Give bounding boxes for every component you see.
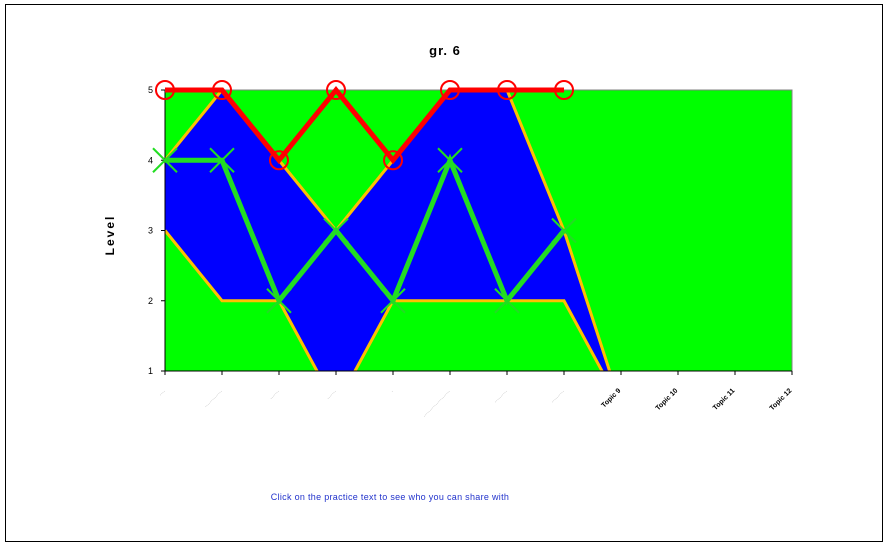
x-tick-label: ....... bbox=[268, 388, 281, 401]
y-tick-label: 5 bbox=[148, 85, 153, 95]
data-point bbox=[437, 147, 463, 173]
chart-title: gr. 6 bbox=[429, 43, 461, 58]
data-point bbox=[323, 217, 349, 244]
y-tick-label: 2 bbox=[148, 296, 153, 306]
data-point bbox=[383, 150, 403, 171]
series-2 bbox=[152, 147, 577, 314]
data-point bbox=[155, 80, 175, 100]
data-point bbox=[554, 80, 574, 100]
data-point bbox=[212, 80, 232, 100]
x-tick-label: Topic 9 bbox=[601, 387, 623, 409]
x-tick-label: .............. bbox=[203, 388, 224, 409]
data-point bbox=[497, 80, 517, 100]
data-point bbox=[494, 288, 520, 314]
x-tick-label: .... bbox=[157, 388, 166, 397]
data-point bbox=[440, 80, 460, 100]
series-1 bbox=[155, 80, 574, 171]
series-line bbox=[165, 153, 566, 306]
y-tick-label: 3 bbox=[148, 226, 153, 236]
x-tick-label: Topic 10 bbox=[655, 387, 680, 412]
y-tick-label: 4 bbox=[148, 155, 153, 165]
data-point bbox=[551, 217, 577, 244]
x-tick-label: ....... bbox=[325, 388, 338, 401]
data-point bbox=[266, 288, 292, 314]
x-tick-label: .......... bbox=[549, 388, 565, 404]
data-point bbox=[380, 288, 406, 314]
data-point bbox=[269, 150, 289, 171]
x-tick-label: . bbox=[389, 388, 395, 394]
x-tick-label: .......... bbox=[492, 388, 508, 404]
data-point bbox=[326, 80, 346, 100]
x-tick-label: Topic 11 bbox=[712, 387, 736, 411]
x-tick-label: ...................... bbox=[421, 388, 451, 418]
x-tick-label: Topic 12 bbox=[769, 387, 794, 412]
practice-share-link[interactable]: Click on the practice text to see who yo… bbox=[270, 492, 510, 502]
y-tick-label: 1 bbox=[148, 366, 153, 376]
data-point bbox=[152, 147, 178, 173]
data-point bbox=[209, 147, 235, 173]
